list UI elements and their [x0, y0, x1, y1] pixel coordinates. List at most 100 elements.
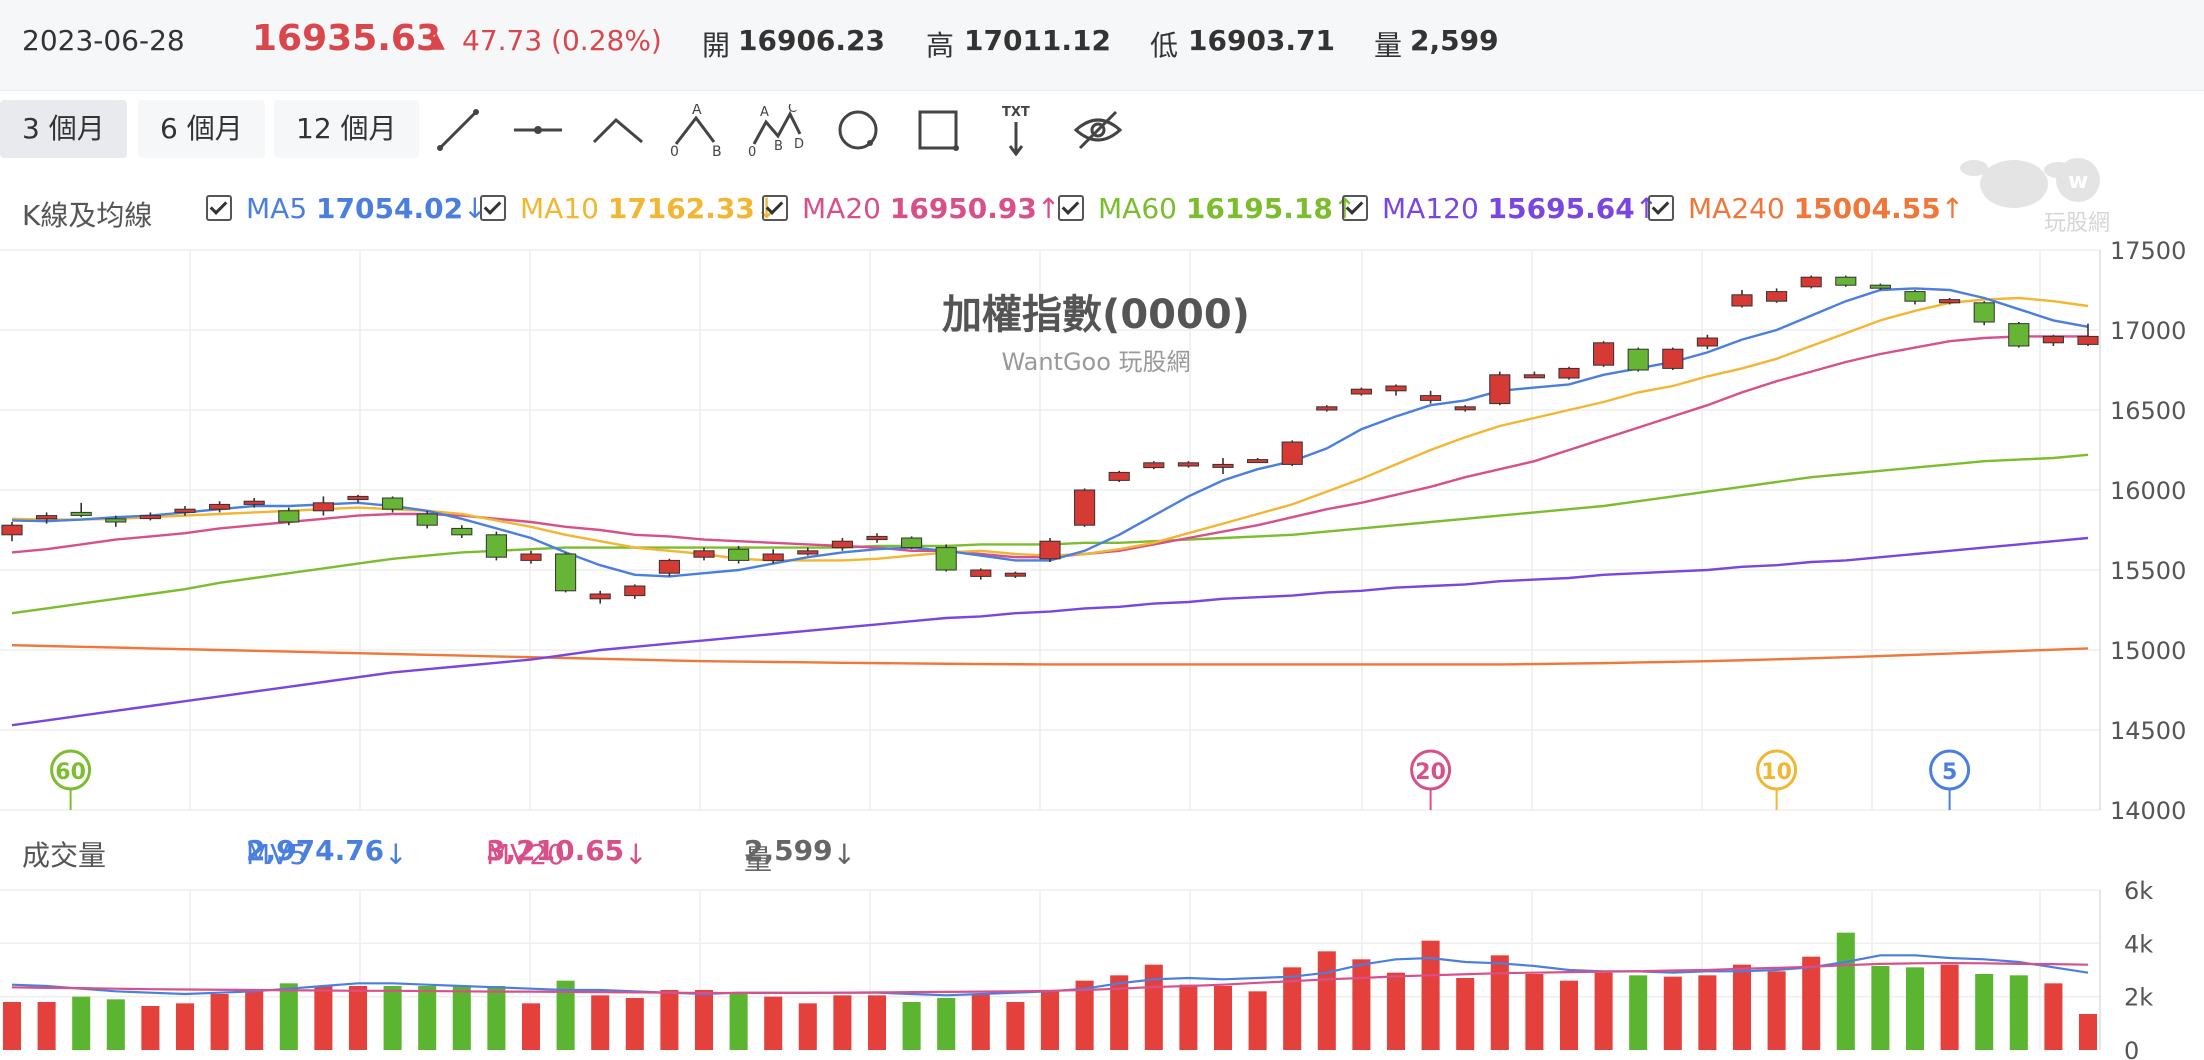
kline-label: K線及均線 [22, 199, 153, 232]
abc-b-label: B [712, 144, 722, 156]
ma60-checkbox[interactable] [1058, 195, 1084, 221]
volume-axis: 6k 4k 2k 0 [2124, 877, 2153, 1060]
quote-bar: 2023-06-28 16935.63 ▲ 47.73 (0.28%) 開 16… [0, 0, 2204, 91]
ma10-value: 17162.33 [607, 192, 755, 225]
marker-label: 5 [1942, 760, 1957, 785]
svg-text:w: w [2068, 169, 2088, 194]
candle [485, 531, 507, 561]
volume-bar [1698, 975, 1717, 1050]
candle [2077, 323, 2099, 346]
volume-legend: 成交量 MV5 2,974.76 ↓ MV20 3,210.65 ↓ 量 2,599… [0, 830, 1200, 876]
volume-bar [106, 999, 125, 1050]
volume-bar [1040, 991, 1060, 1050]
ma240-legend[interactable]: MA240 15004.55↑ [1648, 192, 1964, 225]
ma20-checkbox[interactable] [762, 195, 788, 221]
candle-body [36, 515, 58, 520]
candle [728, 546, 750, 564]
candle-body [1420, 395, 1442, 401]
candle [589, 590, 611, 604]
candle-body [1316, 406, 1338, 411]
candle [2042, 334, 2064, 346]
candlesticks [1, 275, 2099, 604]
volume-bar [1767, 971, 1786, 1050]
ma120-legend[interactable]: MA120 15695.64↑ [1342, 192, 1658, 225]
volume-bar [348, 986, 368, 1050]
candle-body [1835, 276, 1857, 286]
ma5-checkbox[interactable] [206, 195, 232, 221]
trend-line-icon[interactable] [430, 104, 486, 156]
ma10-checkbox[interactable] [480, 195, 506, 221]
candle-body [485, 534, 507, 558]
volume-tick-label: 0 [2124, 1037, 2139, 1060]
candle [1420, 390, 1442, 404]
angle-line-icon[interactable] [590, 104, 646, 156]
candle [1696, 334, 1718, 350]
candle-body [1696, 337, 1718, 347]
candle-body [520, 553, 542, 561]
ma5-value: 17054.02 [316, 192, 464, 225]
ma20-legend[interactable]: MA20 16950.93↑ [762, 192, 1060, 225]
volume-bar [694, 990, 714, 1050]
volume-bar [1802, 956, 1821, 1050]
candle-body [1558, 367, 1580, 379]
volume-bar [1075, 980, 1094, 1050]
volume-bar [764, 996, 783, 1050]
tab-6-months[interactable]: 6 個月 [138, 100, 265, 158]
candle [209, 501, 231, 513]
circle-icon[interactable] [830, 104, 886, 156]
volume-bar [902, 1002, 921, 1050]
ma240-arrow-icon: ↑ [1940, 192, 1965, 225]
volume-bar [1386, 972, 1406, 1050]
abcd-d-label: D [794, 137, 804, 152]
ma10-legend[interactable]: MA10 17162.33↓ [480, 192, 778, 225]
ma20-value: 16950.93 [889, 192, 1037, 225]
candle [1316, 405, 1338, 412]
ma240-checkbox[interactable] [1648, 195, 1674, 221]
mv5-value: 2,974.76 [246, 834, 385, 867]
volume-bar [141, 1006, 160, 1050]
candle [1039, 538, 1061, 562]
quote-date: 2023-06-28 [22, 24, 185, 57]
price-axis: 17500 17000 16500 16000 15500 15000 14500 14000 [2110, 237, 2186, 825]
ma-marker: 10 [1756, 749, 1798, 810]
ma120-checkbox[interactable] [1342, 195, 1368, 221]
abcd-c-label: C [788, 104, 797, 116]
candle-body [1973, 302, 1995, 323]
candle [624, 584, 646, 599]
volume-bar [2, 1002, 22, 1050]
candle-body [1662, 348, 1684, 369]
candle-body [901, 537, 923, 549]
mv5-name: MV5 [246, 838, 308, 871]
volume-bar [1421, 940, 1440, 1050]
candle [1247, 458, 1269, 464]
chart-watermark-title: 加權指數(0000) [942, 292, 1250, 338]
tab-3-months[interactable]: 3 個月 [0, 100, 127, 158]
volume-bar [1940, 964, 1959, 1050]
volume-bar [487, 986, 506, 1050]
volume-bar [798, 1003, 817, 1050]
abcd-pattern-icon[interactable]: A C 0 B D [748, 104, 804, 156]
up-triangle-icon: ▲ [428, 28, 445, 53]
abc-pattern-icon[interactable]: A 0 B [668, 104, 724, 156]
mv5-arrow-icon: ↓ [384, 838, 408, 871]
candle-body [1350, 388, 1372, 395]
volume-bar [1663, 976, 1682, 1050]
volume-value: 2,599 [1410, 24, 1499, 57]
text-arrow-icon[interactable]: TXT [988, 104, 1044, 156]
candle-body [555, 553, 577, 592]
price-tick-label: 14000 [2110, 797, 2186, 825]
candle [36, 512, 58, 524]
candle [1766, 288, 1788, 303]
volume-bar [279, 983, 298, 1050]
volume-bar [1490, 955, 1509, 1050]
rectangle-icon[interactable] [910, 104, 966, 156]
candle-body [139, 515, 161, 520]
segment-line-icon[interactable] [510, 104, 566, 156]
candle-body [935, 547, 957, 571]
volume-bar [660, 990, 679, 1050]
candle [970, 568, 992, 580]
hide-eye-icon[interactable] [1070, 104, 1126, 156]
tab-12-months[interactable]: 12 個月 [274, 100, 419, 158]
volume-bar [175, 1003, 195, 1050]
